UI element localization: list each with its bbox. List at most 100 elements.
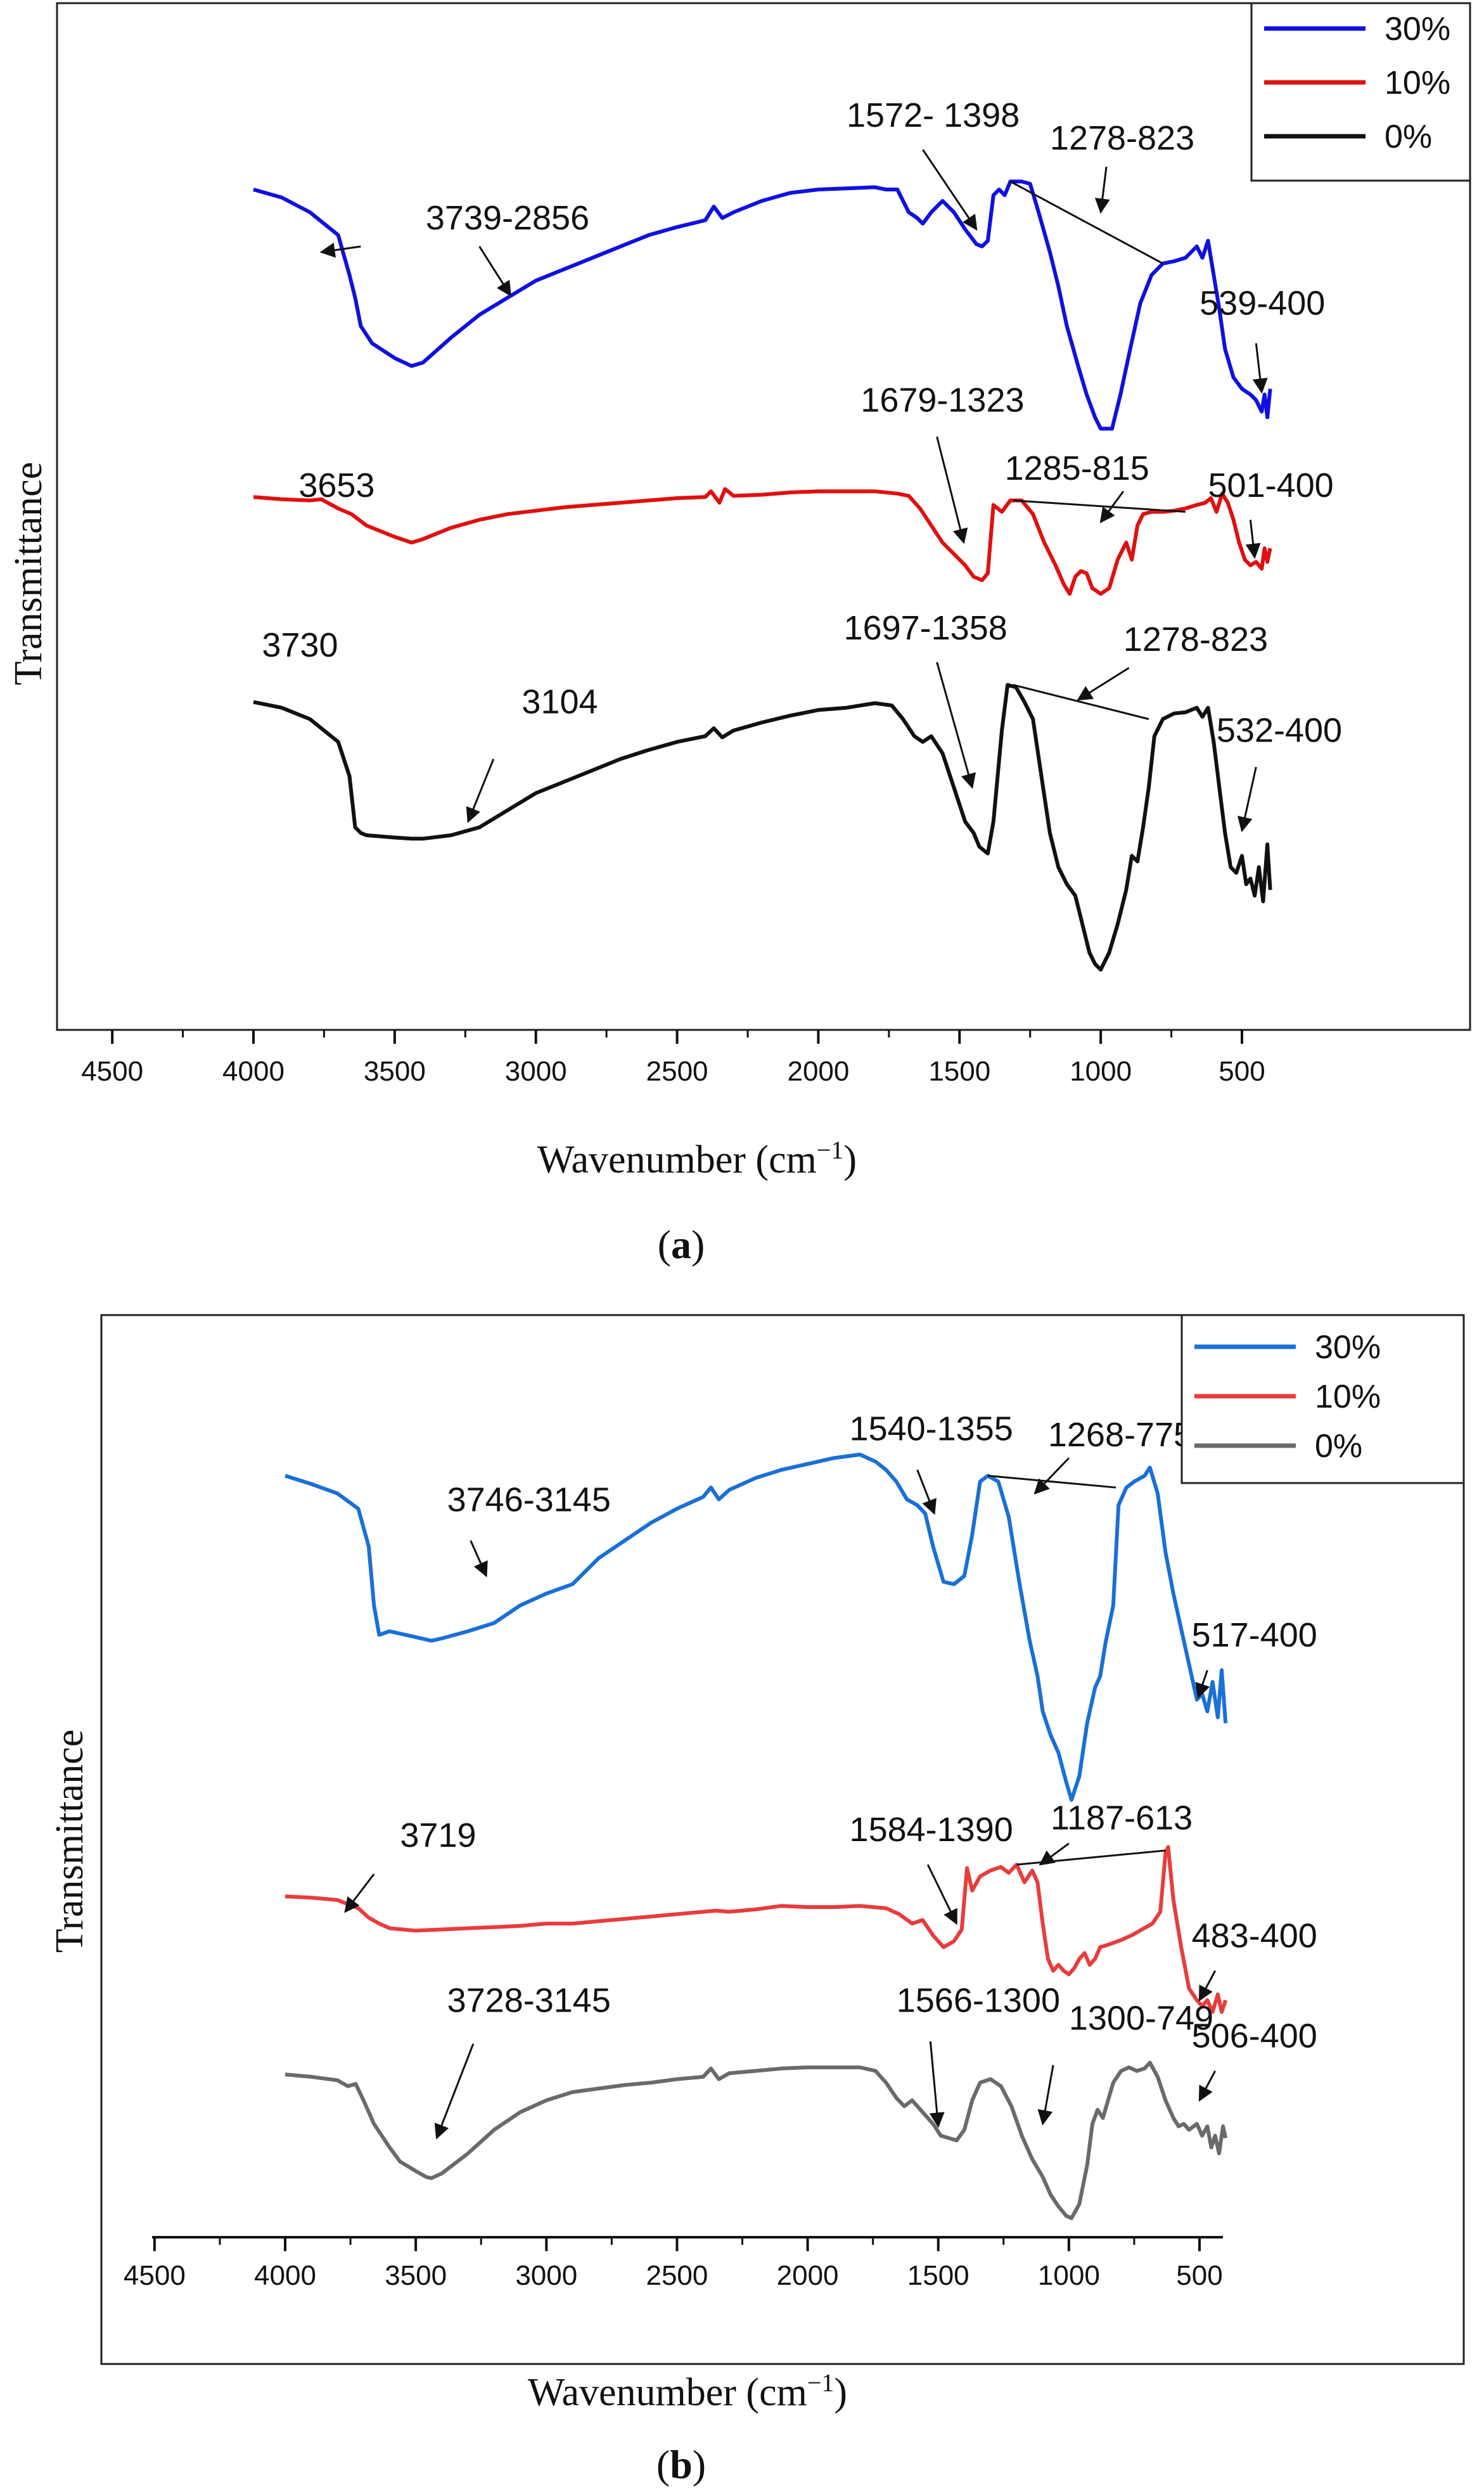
x-axis-ticks-b: 4500 4000 3500 3000 2500 2000 1500 1000 500 [124, 2236, 1223, 2291]
series-line-b-0pct [285, 2060, 1228, 2220]
x-tick-label-b-2000: 2000 [777, 2260, 839, 2291]
annotation-arrow-b-2-0 [1033, 1457, 1070, 1495]
annotation-a-6: 1285-815 [1005, 449, 1149, 487]
caption-a: (a) [658, 1222, 705, 1267]
x-axis-ticks-a: 4500 4000 3500 3000 2500 2000 1500 1000 500 [81, 1030, 1265, 1087]
annotation-arrow-b-5-0 [926, 1864, 957, 1925]
annotation-a-11: 1278-823 [1123, 620, 1268, 658]
annotation-arrow-a-12-0 [1237, 766, 1257, 833]
annotation-b-6: 1187-613 [1051, 1799, 1193, 1837]
x-tick-label-a-4000: 4000 [222, 1056, 285, 1087]
annotation-a-2: 1278-823 [1050, 119, 1194, 157]
legend-label-a-0pct: 0% [1385, 119, 1432, 155]
annotation-a-10: 1697-1358 [844, 609, 1007, 647]
ylabel-a: Transmittance [7, 462, 50, 685]
annotation-b-7: 483-400 [1192, 1917, 1317, 1955]
annotation-b-8: 3728-3145 [447, 1982, 611, 2020]
plot-frame-b [100, 1314, 1465, 2365]
x-tick-label-a-3000: 3000 [505, 1056, 567, 1087]
annotation-b-3: 517-400 [1192, 1616, 1317, 1654]
annotations-b: 3746-3145 1540-1355 1268-775 517-400 3719 158… [344, 1410, 1317, 2140]
x-tick-label-a-500: 500 [1219, 1056, 1265, 1087]
annotation-arrow-a-7-0 [1245, 519, 1261, 559]
annotation-arrow-a-0-0 [319, 242, 361, 258]
x-tick-label-a-3500: 3500 [364, 1056, 426, 1087]
annotation-bracket-line-a-6-0 [1013, 499, 1186, 513]
x-tick-label-a-2500: 2500 [646, 1056, 708, 1087]
x-tick-label-b-2500: 2500 [646, 2260, 708, 2291]
annotation-a-4: 1679-1323 [860, 381, 1024, 419]
x-tick-label-a-2000: 2000 [787, 1056, 849, 1087]
annotation-a-0: 3739-2856 [426, 199, 589, 237]
annotation-b-0: 3746-3145 [447, 1480, 611, 1519]
annotation-arrow-a-9-0 [466, 758, 495, 823]
annotation-arrow-b-7-0 [1198, 1970, 1217, 2002]
annotation-bracket-line-a-2-0 [1009, 181, 1163, 265]
x-tick-label-b-3000: 3000 [515, 2260, 577, 2291]
legend-a: 30% 10% 0% [1250, 2, 1471, 182]
x-tick-label-b-500: 500 [1176, 2260, 1222, 2291]
legend-label-a-10pct: 10% [1385, 65, 1450, 101]
legend-label-a-30pct: 30% [1385, 11, 1450, 48]
annotation-arrow-b-6-0 [1039, 1842, 1070, 1866]
panel-b: Transmittance Wavenumber (cm−1) (b) 4500… [48, 1314, 1465, 2487]
panel-a: Transmittance Wavenumber (cm−1) (a) 4500… [7, 2, 1471, 1267]
annotation-arrow-b-4-0 [344, 1873, 375, 1913]
annotation-arrow-b-0-0 [470, 1540, 488, 1577]
xlabel-a: Wavenumber (cm−1) [537, 1136, 857, 1181]
annotation-a-8: 3730 [262, 626, 338, 664]
series-line-a-0pct [253, 683, 1272, 972]
x-tick-label-a-4500: 4500 [81, 1056, 143, 1087]
series-group-a [253, 179, 1272, 972]
x-tick-label-b-1000: 1000 [1038, 2260, 1100, 2291]
annotation-b-10: 1300-749 [1069, 1999, 1213, 2037]
annotation-a-3: 539-400 [1199, 285, 1325, 323]
annotation-a-7: 501-400 [1208, 466, 1334, 504]
annotation-bracket-line-b-2-0 [987, 1474, 1116, 1489]
annotation-arrow-a-2-0 [1094, 166, 1110, 214]
annotation-a-5: 3653 [298, 466, 374, 504]
x-tick-label-a-1000: 1000 [1070, 1056, 1132, 1087]
annotation-b-2: 1268-775 [1048, 1416, 1193, 1454]
annotation-arrow-a-0-1 [478, 246, 511, 297]
x-tick-label-a-1500: 1500 [928, 1056, 990, 1087]
annotation-b-11: 506-400 [1192, 2017, 1317, 2055]
annotation-arrow-b-8-0 [434, 2043, 475, 2140]
x-tick-label-b-4500: 4500 [124, 2260, 186, 2291]
annotation-arrow-a-1-0 [922, 149, 978, 231]
annotation-arrow-a-11-0 [1077, 667, 1130, 701]
annotation-bracket-line-a-11-0 [1013, 684, 1149, 721]
annotation-arrow-a-4-0 [936, 436, 968, 544]
legend-box-b [1180, 1314, 1465, 1484]
series-group-b [285, 1453, 1228, 2220]
annotations-a: 3739-2856 1572- 1398 1278-823 539-400 1679-1… [262, 96, 1342, 833]
x-tick-label-b-1500: 1500 [907, 2260, 969, 2291]
series-line-a-30pct [253, 179, 1272, 431]
x-tick-label-b-3500: 3500 [385, 2260, 447, 2291]
legend-b: 30% 10% 0% [1180, 1314, 1465, 1484]
annotation-b-5: 1584-1390 [850, 1811, 1013, 1849]
annotation-arrow-b-1-0 [916, 1469, 937, 1515]
legend-label-b-30pct: 30% [1315, 1329, 1381, 1366]
annotation-a-9: 3104 [521, 683, 598, 721]
xlabel-b: Wavenumber (cm−1) [528, 2368, 847, 2414]
annotation-arrow-a-10-0 [936, 662, 976, 789]
annotation-arrow-b-9-0 [929, 2041, 945, 2128]
x-tick-label-b-4000: 4000 [254, 2260, 316, 2291]
annotation-bracket-line-b-6-0 [1016, 1849, 1166, 1866]
legend-box-a [1250, 2, 1471, 182]
annotation-arrow-a-3-0 [1252, 343, 1268, 394]
series-line-b-10pct [285, 1845, 1228, 2014]
annotation-arrow-b-10-0 [1037, 2064, 1054, 2126]
legend-label-b-0pct: 0% [1315, 1428, 1362, 1465]
annotation-arrow-b-3-0 [1195, 1669, 1210, 1699]
annotation-b-1: 1540-1355 [850, 1410, 1013, 1448]
annotation-b-4: 3719 [400, 1816, 476, 1854]
annotation-a-12: 532-400 [1217, 712, 1342, 750]
caption-b: (b) [656, 2442, 706, 2487]
plot-frame-a [56, 2, 1471, 1031]
annotation-b-9: 1566-1300 [897, 1982, 1060, 2020]
series-line-a-10pct [253, 487, 1272, 596]
legend-label-b-10pct: 10% [1315, 1378, 1381, 1415]
